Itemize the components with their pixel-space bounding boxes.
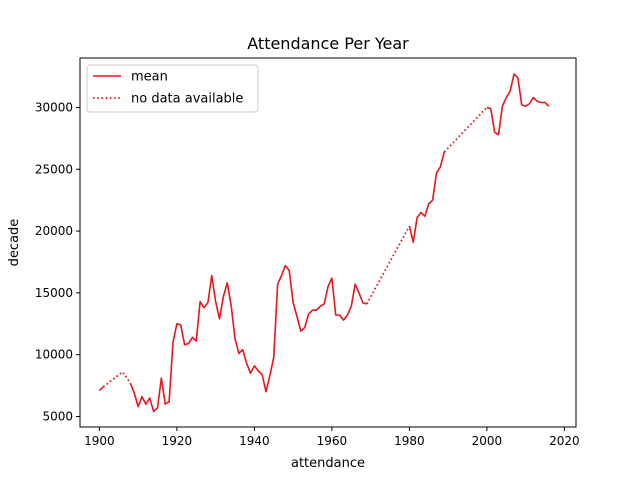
y-tick-label: 15000 (35, 286, 73, 300)
legend-box (86, 64, 259, 113)
x-tick-label: 1940 (239, 434, 270, 448)
series-line-no-data-available (443, 106, 488, 153)
x-tick-label: 1920 (162, 434, 193, 448)
x-tick-label: 1960 (317, 434, 348, 448)
axis-ticks: 1900 1920 1940 1960 1980 2000 2020 5000 10000 150… (35, 100, 580, 448)
x-tick-label: 1900 (84, 434, 115, 448)
series-line-mean (486, 73, 550, 136)
y-axis-label: decade (7, 219, 22, 267)
x-tick-label: 1980 (394, 434, 425, 448)
chart-title: Attendance Per Year (247, 34, 409, 53)
y-tick-label: 20000 (35, 224, 73, 238)
y-tick-label: 30000 (35, 100, 73, 114)
x-tick-label: 2020 (549, 434, 580, 448)
plot-lines (98, 73, 550, 413)
y-tick-label: 5000 (42, 409, 73, 423)
y-tick-label: 25000 (35, 162, 73, 176)
series-line-mean (408, 151, 446, 243)
legend-label: mean (131, 70, 168, 85)
legend-label: no data available (131, 92, 243, 107)
series-line-mean (98, 386, 104, 392)
series-line-mean (129, 264, 367, 413)
plot-frame (79, 57, 577, 428)
legend: mean no data available (86, 64, 259, 113)
x-tick-label: 2000 (472, 434, 503, 448)
y-tick-label: 10000 (35, 348, 73, 362)
x-axis-label: attendance (291, 456, 365, 471)
